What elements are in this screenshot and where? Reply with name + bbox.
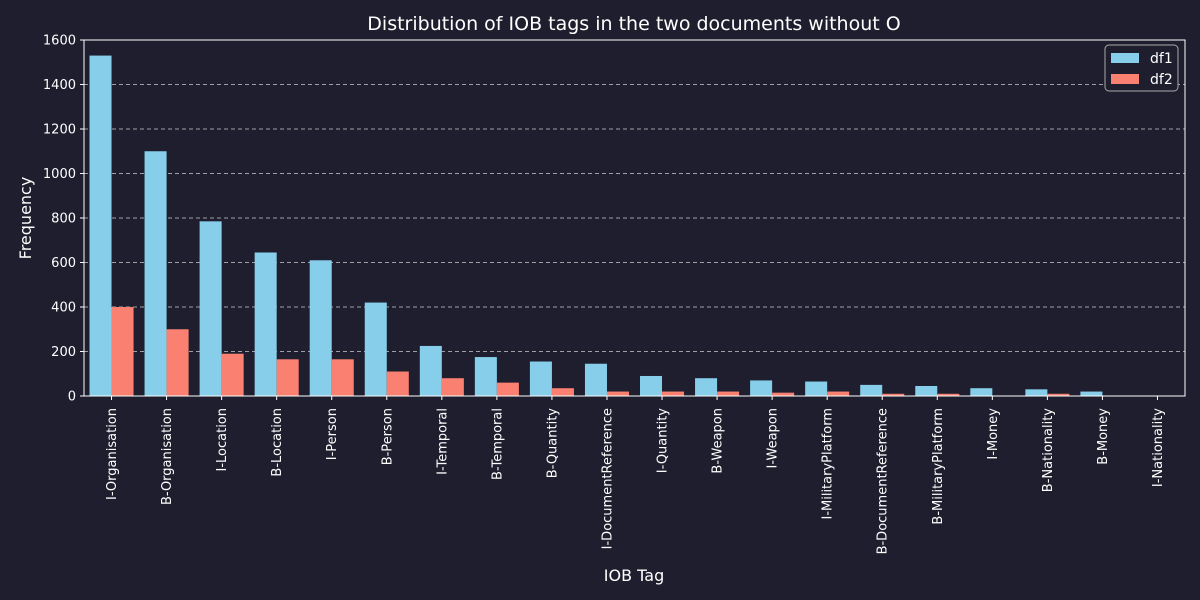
bars <box>89 55 1103 396</box>
x-tick-label: B-Location <box>270 408 285 477</box>
bar-df2 <box>496 382 519 396</box>
y-axis-label: Frequency <box>16 177 35 260</box>
bar-df1 <box>695 378 718 396</box>
x-tick-label: I-Nationality <box>1151 408 1166 487</box>
bar-df1 <box>1025 389 1048 396</box>
bar-df1 <box>144 151 167 396</box>
x-tick-labels: I-Organisation B-Organisation I-Location B-… <box>105 396 1166 554</box>
bar-df1 <box>419 345 442 396</box>
bar-df2 <box>111 307 134 396</box>
legend-swatch-df2 <box>1111 74 1139 84</box>
bar-df1 <box>970 388 993 396</box>
y-tick-label: 1400 <box>43 78 76 93</box>
bar-df1 <box>860 384 883 396</box>
bar-df2 <box>441 378 464 396</box>
y-tick-label: 1000 <box>43 167 76 182</box>
bar-df1 <box>474 357 497 396</box>
x-tick-label: B-Weapon <box>711 408 726 474</box>
bar-df1 <box>1080 391 1103 396</box>
x-tick-label: B-Money <box>1096 408 1111 465</box>
plot-frame <box>83 39 1186 397</box>
y-tick-label: 1200 <box>43 123 76 138</box>
legend-swatch-df1 <box>1111 53 1139 63</box>
bar-df1 <box>640 375 663 396</box>
bar-df1 <box>309 260 332 396</box>
bar-df2 <box>386 371 409 396</box>
bar-df1 <box>364 302 387 396</box>
bar-df2 <box>166 329 189 396</box>
legend-label-df2: df2 <box>1150 72 1173 88</box>
chart-title: Distribution of IOB tags in the two docu… <box>367 13 900 35</box>
bar-df2 <box>276 359 299 396</box>
y-tick-label: 200 <box>51 345 76 360</box>
y-tick-label: 600 <box>51 256 76 271</box>
axes <box>83 39 1186 397</box>
bar-df2 <box>662 391 685 396</box>
y-tick-label: 0 <box>68 390 76 405</box>
bar-df1 <box>750 380 773 396</box>
bar-df1 <box>89 55 112 396</box>
x-tick-label: I-Location <box>215 408 230 472</box>
bar-df2 <box>882 393 905 396</box>
bar-df1 <box>199 221 222 396</box>
x-tick-label: B-Organisation <box>160 408 175 505</box>
bar-df2 <box>717 391 740 396</box>
bar-df2 <box>551 388 574 396</box>
bar-df1 <box>915 385 938 396</box>
y-tick-label: 800 <box>51 212 76 227</box>
y-tick-label: 1600 <box>43 34 76 49</box>
x-tick-label: I-Person <box>325 408 340 460</box>
bar-df1 <box>805 381 828 396</box>
x-tick-label: I-Money <box>986 408 1001 460</box>
bar-df2 <box>221 353 244 396</box>
x-tick-label: B-DocumentReference <box>876 408 891 554</box>
x-axis-label: IOB Tag <box>604 566 664 585</box>
x-tick-label: I-Temporal <box>435 408 450 475</box>
bar-df2 <box>1047 393 1070 396</box>
x-tick-label: B-Quantity <box>545 408 560 479</box>
x-tick-label: B-Nationality <box>1041 408 1056 492</box>
bar-df2 <box>606 391 629 396</box>
grid-lines <box>84 39 1185 397</box>
bar-df2 <box>772 392 795 396</box>
bar-df2 <box>331 359 354 396</box>
bar-df1 <box>584 363 607 396</box>
x-tick-label: I-Quantity <box>656 408 671 473</box>
x-tick-label: I-Weapon <box>766 408 781 469</box>
legend-label-df1: df1 <box>1150 51 1173 67</box>
bar-df1 <box>529 361 552 396</box>
bar-df1 <box>254 252 277 396</box>
bar-df2 <box>937 393 960 396</box>
x-tick-label: I-MilitaryPlatform <box>821 408 836 520</box>
y-tick-label: 400 <box>51 301 76 316</box>
bar-df2 <box>827 391 850 396</box>
x-tick-label: B-Temporal <box>490 408 505 480</box>
x-tick-label: B-MilitaryPlatform <box>931 408 946 525</box>
x-tick-label: B-Person <box>380 408 395 465</box>
x-tick-label: I-DocumentReference <box>600 408 615 549</box>
y-tick-labels: 0 200 400 600 800 1000 1200 1400 1600 <box>43 34 84 405</box>
x-tick-label: I-Organisation <box>105 408 120 500</box>
